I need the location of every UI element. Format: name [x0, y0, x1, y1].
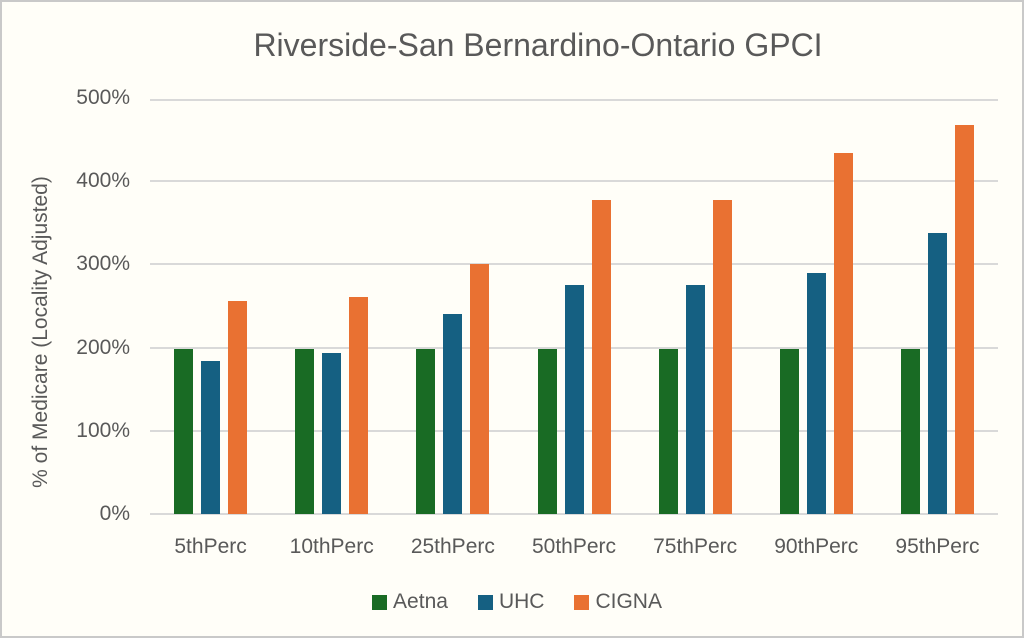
gridline-500 [150, 99, 998, 101]
legend-item-uhc: UHC [477, 590, 545, 614]
x-category-label-25thperc: 25thPerc [410, 535, 495, 558]
legend-label-uhc: UHC [498, 590, 545, 613]
plot-area [150, 99, 998, 515]
bar-aetna-95thperc [900, 349, 920, 514]
chart-title: Riverside-San Bernardino-Ontario GPCI [253, 27, 823, 63]
bar-cigna-25thperc [470, 263, 490, 514]
bar-uhc-10thperc [322, 353, 342, 514]
bar-aetna-90thperc [779, 349, 799, 514]
bar-uhc-50thperc [564, 285, 584, 514]
x-category-label-90thperc: 90thPerc [774, 535, 859, 558]
bar-cigna-75thperc [712, 200, 732, 514]
bar-aetna-10thperc [295, 349, 315, 514]
gridline-0 [150, 513, 998, 515]
bar-uhc-25thperc [443, 313, 463, 514]
y-tick-label-300: 300% [76, 252, 130, 276]
y-tick-label-500: 500% [76, 86, 130, 109]
bar-aetna-50thperc [537, 349, 557, 514]
x-category-label-5thperc: 5thPerc [174, 535, 247, 558]
gridline-300 [150, 263, 998, 266]
bar-cigna-10thperc [349, 296, 369, 514]
bar-uhc-75thperc [685, 285, 705, 514]
legend: Aetna UHC CIGNA [2, 590, 1022, 614]
legend-swatch-cigna [574, 594, 590, 610]
bar-aetna-75thperc [658, 349, 678, 514]
bar-cigna-95thperc [954, 124, 974, 514]
x-category-label-10thperc: 10thPerc [289, 535, 374, 558]
bar-aetna-5thperc [174, 349, 194, 514]
legend-swatch-uhc [477, 594, 493, 610]
legend-label-cigna: CIGNA [595, 590, 662, 613]
bar-cigna-5thperc [228, 301, 248, 514]
y-tick-label-200: 200% [76, 335, 130, 359]
y-tick-label-0: 0% [99, 502, 130, 525]
legend-item-aetna: Aetna [372, 590, 448, 614]
legend-swatch-aetna [372, 594, 388, 610]
bar-cigna-50thperc [591, 200, 611, 514]
y-tick-label-400: 400% [76, 169, 130, 193]
bar-uhc-90thperc [806, 272, 826, 514]
bar-cigna-90thperc [833, 152, 853, 514]
gridline-400 [150, 180, 998, 183]
legend-label-aetna: Aetna [393, 590, 448, 613]
bar-uhc-95thperc [927, 232, 947, 514]
legend-item-cigna: CIGNA [574, 590, 662, 614]
bar-uhc-5thperc [201, 360, 221, 514]
x-category-label-95thperc: 95thPerc [895, 535, 980, 558]
x-category-label-75thperc: 75thPerc [653, 535, 738, 558]
bar-aetna-25thperc [416, 349, 436, 514]
x-category-label-50thperc: 50thPerc [531, 535, 617, 558]
y-tick-label-100: 100% [76, 418, 130, 442]
